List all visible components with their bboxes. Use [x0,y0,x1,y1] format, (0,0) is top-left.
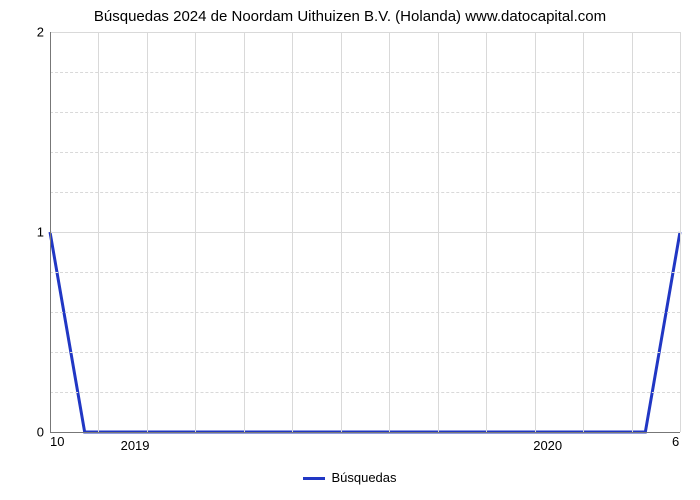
gridline-vertical [680,32,681,432]
gridline-horizontal-minor [50,112,680,113]
gridline-horizontal [50,232,680,233]
gridline-horizontal-minor [50,272,680,273]
search-chart: Búsquedas 2024 de Noordam Uithuizen B.V.… [0,0,700,500]
gridline-horizontal-minor [50,72,680,73]
legend-swatch [303,477,325,480]
x-tick-label: 2019 [121,438,150,453]
y-tick-label: 0 [37,425,44,440]
plot-area: 01220192020 [50,32,680,432]
y-tick-label: 2 [37,25,44,40]
y-axis-line [50,32,51,432]
chart-title: Búsquedas 2024 de Noordam Uithuizen B.V.… [0,8,700,25]
legend-label: Búsquedas [331,470,396,485]
y-tick-label: 1 [37,225,44,240]
gridline-horizontal [50,32,680,33]
corner-label-bottom-left: 10 [50,434,64,449]
x-axis-line [50,432,680,433]
gridline-horizontal-minor [50,352,680,353]
x-tick-label: 2020 [533,438,562,453]
gridline-horizontal-minor [50,312,680,313]
gridline-horizontal-minor [50,392,680,393]
corner-label-bottom-right: 6 [672,434,679,449]
gridline-horizontal-minor [50,192,680,193]
legend: Búsquedas [0,470,700,485]
gridline-horizontal-minor [50,152,680,153]
